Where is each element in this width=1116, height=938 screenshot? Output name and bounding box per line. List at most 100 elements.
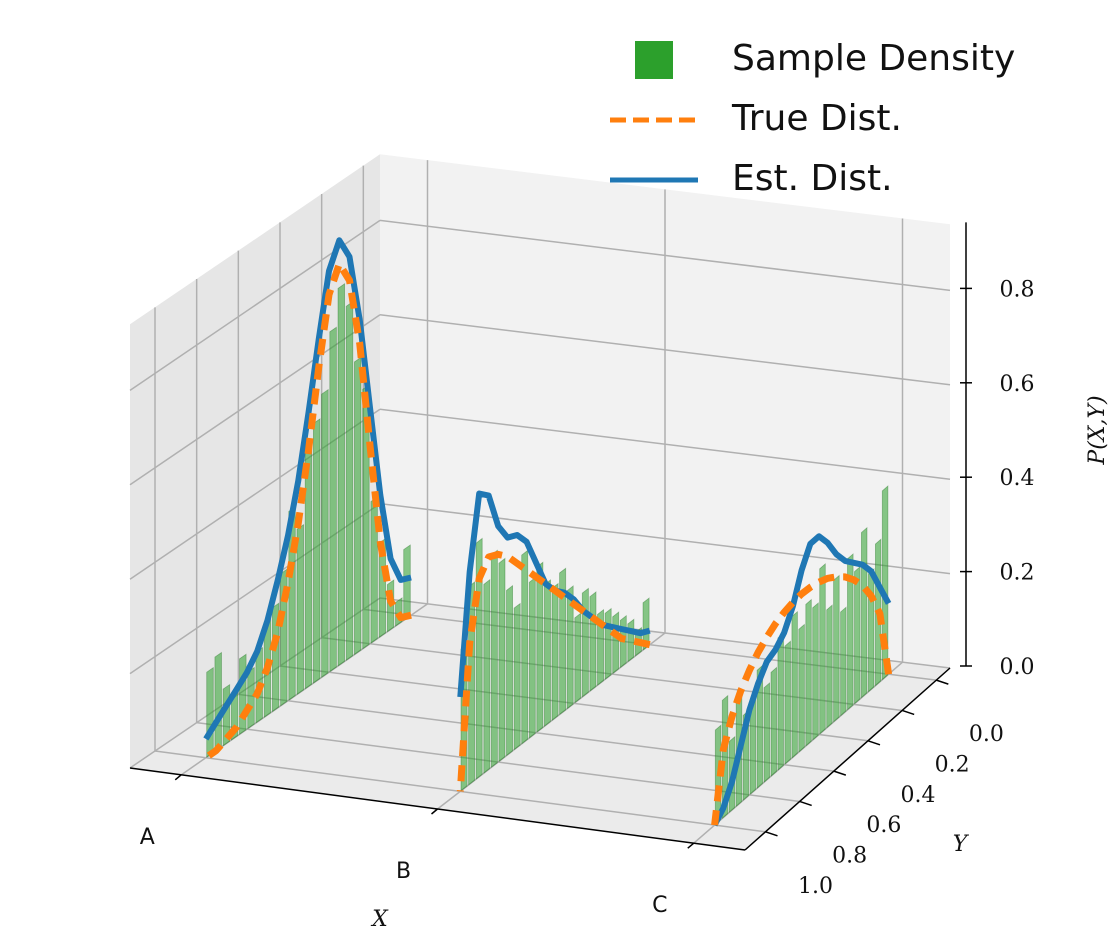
bar (536, 561, 544, 733)
y-tick (765, 831, 778, 837)
bar (791, 610, 798, 759)
z-axis-label: P(X,Y) (1085, 395, 1110, 465)
grid-line (693, 661, 903, 844)
bar (329, 326, 337, 673)
grid-line (180, 603, 428, 776)
z-tick-label: 0.0 (1000, 655, 1035, 680)
x-tick-label: B (396, 859, 411, 884)
grid-line (321, 636, 903, 712)
line (203, 237, 412, 741)
bar (345, 300, 354, 662)
y-axis (744, 667, 951, 851)
bar (784, 640, 791, 765)
bar (214, 651, 222, 753)
bar (627, 618, 635, 663)
z-tick-label: 0.2 (1000, 561, 1035, 586)
y-tick-label: 0.6 (866, 813, 901, 838)
line (456, 550, 651, 792)
bar (642, 597, 650, 651)
z-tick-label: 0.8 (1000, 277, 1035, 302)
legend-swatch (635, 41, 673, 79)
line (203, 260, 412, 761)
bar (826, 604, 833, 729)
y-tick-label: 0.0 (969, 722, 1004, 747)
x-tick (431, 808, 438, 815)
grid-line (279, 665, 869, 742)
bar (312, 418, 321, 684)
z-tick-label: 0.4 (1000, 466, 1035, 491)
bar (239, 653, 247, 736)
bar (559, 567, 567, 716)
bar (861, 526, 868, 699)
bar (805, 598, 812, 747)
bar (528, 576, 536, 739)
y-tick (901, 709, 915, 716)
bar (206, 666, 214, 758)
bar (403, 544, 411, 622)
x-tick (687, 842, 695, 849)
legend-label: Est. Dist. (732, 158, 893, 199)
plot-area (203, 237, 893, 827)
panes (129, 154, 972, 851)
y-tick (867, 740, 881, 746)
bar (353, 356, 362, 656)
grid-line (154, 750, 766, 833)
x-tick (174, 774, 182, 781)
line (711, 573, 893, 826)
bar (544, 579, 551, 728)
bar (247, 666, 255, 730)
y-tick (936, 679, 949, 685)
bar (770, 666, 777, 778)
y-tick-label: 0.2 (935, 752, 970, 777)
grid-line (379, 219, 951, 292)
bar (777, 632, 784, 772)
bar (296, 523, 305, 696)
bar (321, 388, 329, 679)
y-tick-label: 1.0 (798, 874, 833, 899)
legend: Sample Density True Dist. Est. Dist. (610, 38, 1015, 199)
bar (574, 612, 582, 704)
grid-line (379, 408, 951, 480)
y-tick (833, 770, 847, 776)
x-axis-label: X (370, 907, 389, 932)
legend-label: True Dist. (731, 98, 902, 139)
bar (566, 585, 574, 710)
bar (868, 568, 875, 693)
bar (840, 606, 847, 717)
y-tick (799, 800, 812, 807)
bar (551, 582, 559, 722)
grid-line (437, 632, 666, 810)
bar (612, 611, 620, 675)
bar (521, 549, 529, 745)
grid-line (379, 314, 951, 386)
bar (581, 587, 589, 698)
bar (756, 664, 763, 790)
x-tick-label: C (652, 893, 667, 918)
y-tick-label: 0.8 (832, 843, 867, 868)
y-axis-label: Y (953, 832, 970, 857)
bar (506, 584, 513, 757)
y-tick-label: 0.4 (901, 783, 936, 808)
bar (833, 574, 840, 723)
bar (498, 557, 506, 763)
legend-label: Sample Density (732, 38, 1015, 79)
bar (490, 549, 498, 769)
bar (812, 602, 819, 741)
bar (763, 682, 770, 784)
x-axis (129, 767, 746, 851)
bar (304, 447, 313, 690)
bar (881, 485, 889, 681)
x-tick-label: A (140, 825, 155, 850)
bar (589, 591, 597, 692)
bar (854, 565, 861, 705)
bar (337, 283, 346, 667)
bar (483, 578, 491, 775)
bar (513, 602, 521, 751)
z-tick-label: 0.6 (1000, 372, 1035, 397)
bar (798, 623, 805, 753)
bar (604, 607, 612, 681)
grid-line (196, 721, 800, 803)
bar (288, 506, 296, 701)
line (711, 533, 892, 827)
